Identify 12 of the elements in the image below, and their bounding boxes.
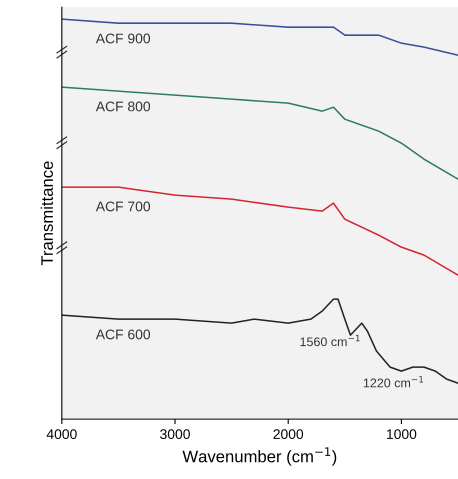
- x-tick-label: 4000: [46, 429, 77, 440]
- x-tick-label: 2000: [273, 429, 304, 440]
- series-label: ACF 700: [96, 202, 150, 212]
- annotation: 1220 cm$^{−1}$: [364, 376, 424, 388]
- series-label: ACF 600: [96, 330, 150, 340]
- x-axis-title: Wavenumber (cm$^{−1}$): [182, 447, 336, 466]
- y-axis-title: Transmittance: [40, 161, 53, 266]
- series-label: ACF 900: [96, 34, 150, 44]
- x-tick-label: 3000: [160, 429, 190, 440]
- x-tick-label: 1000: [387, 429, 416, 440]
- annotation: 1560 cm$^{−1}$: [300, 334, 360, 346]
- series-label: ACF 800: [96, 102, 150, 112]
